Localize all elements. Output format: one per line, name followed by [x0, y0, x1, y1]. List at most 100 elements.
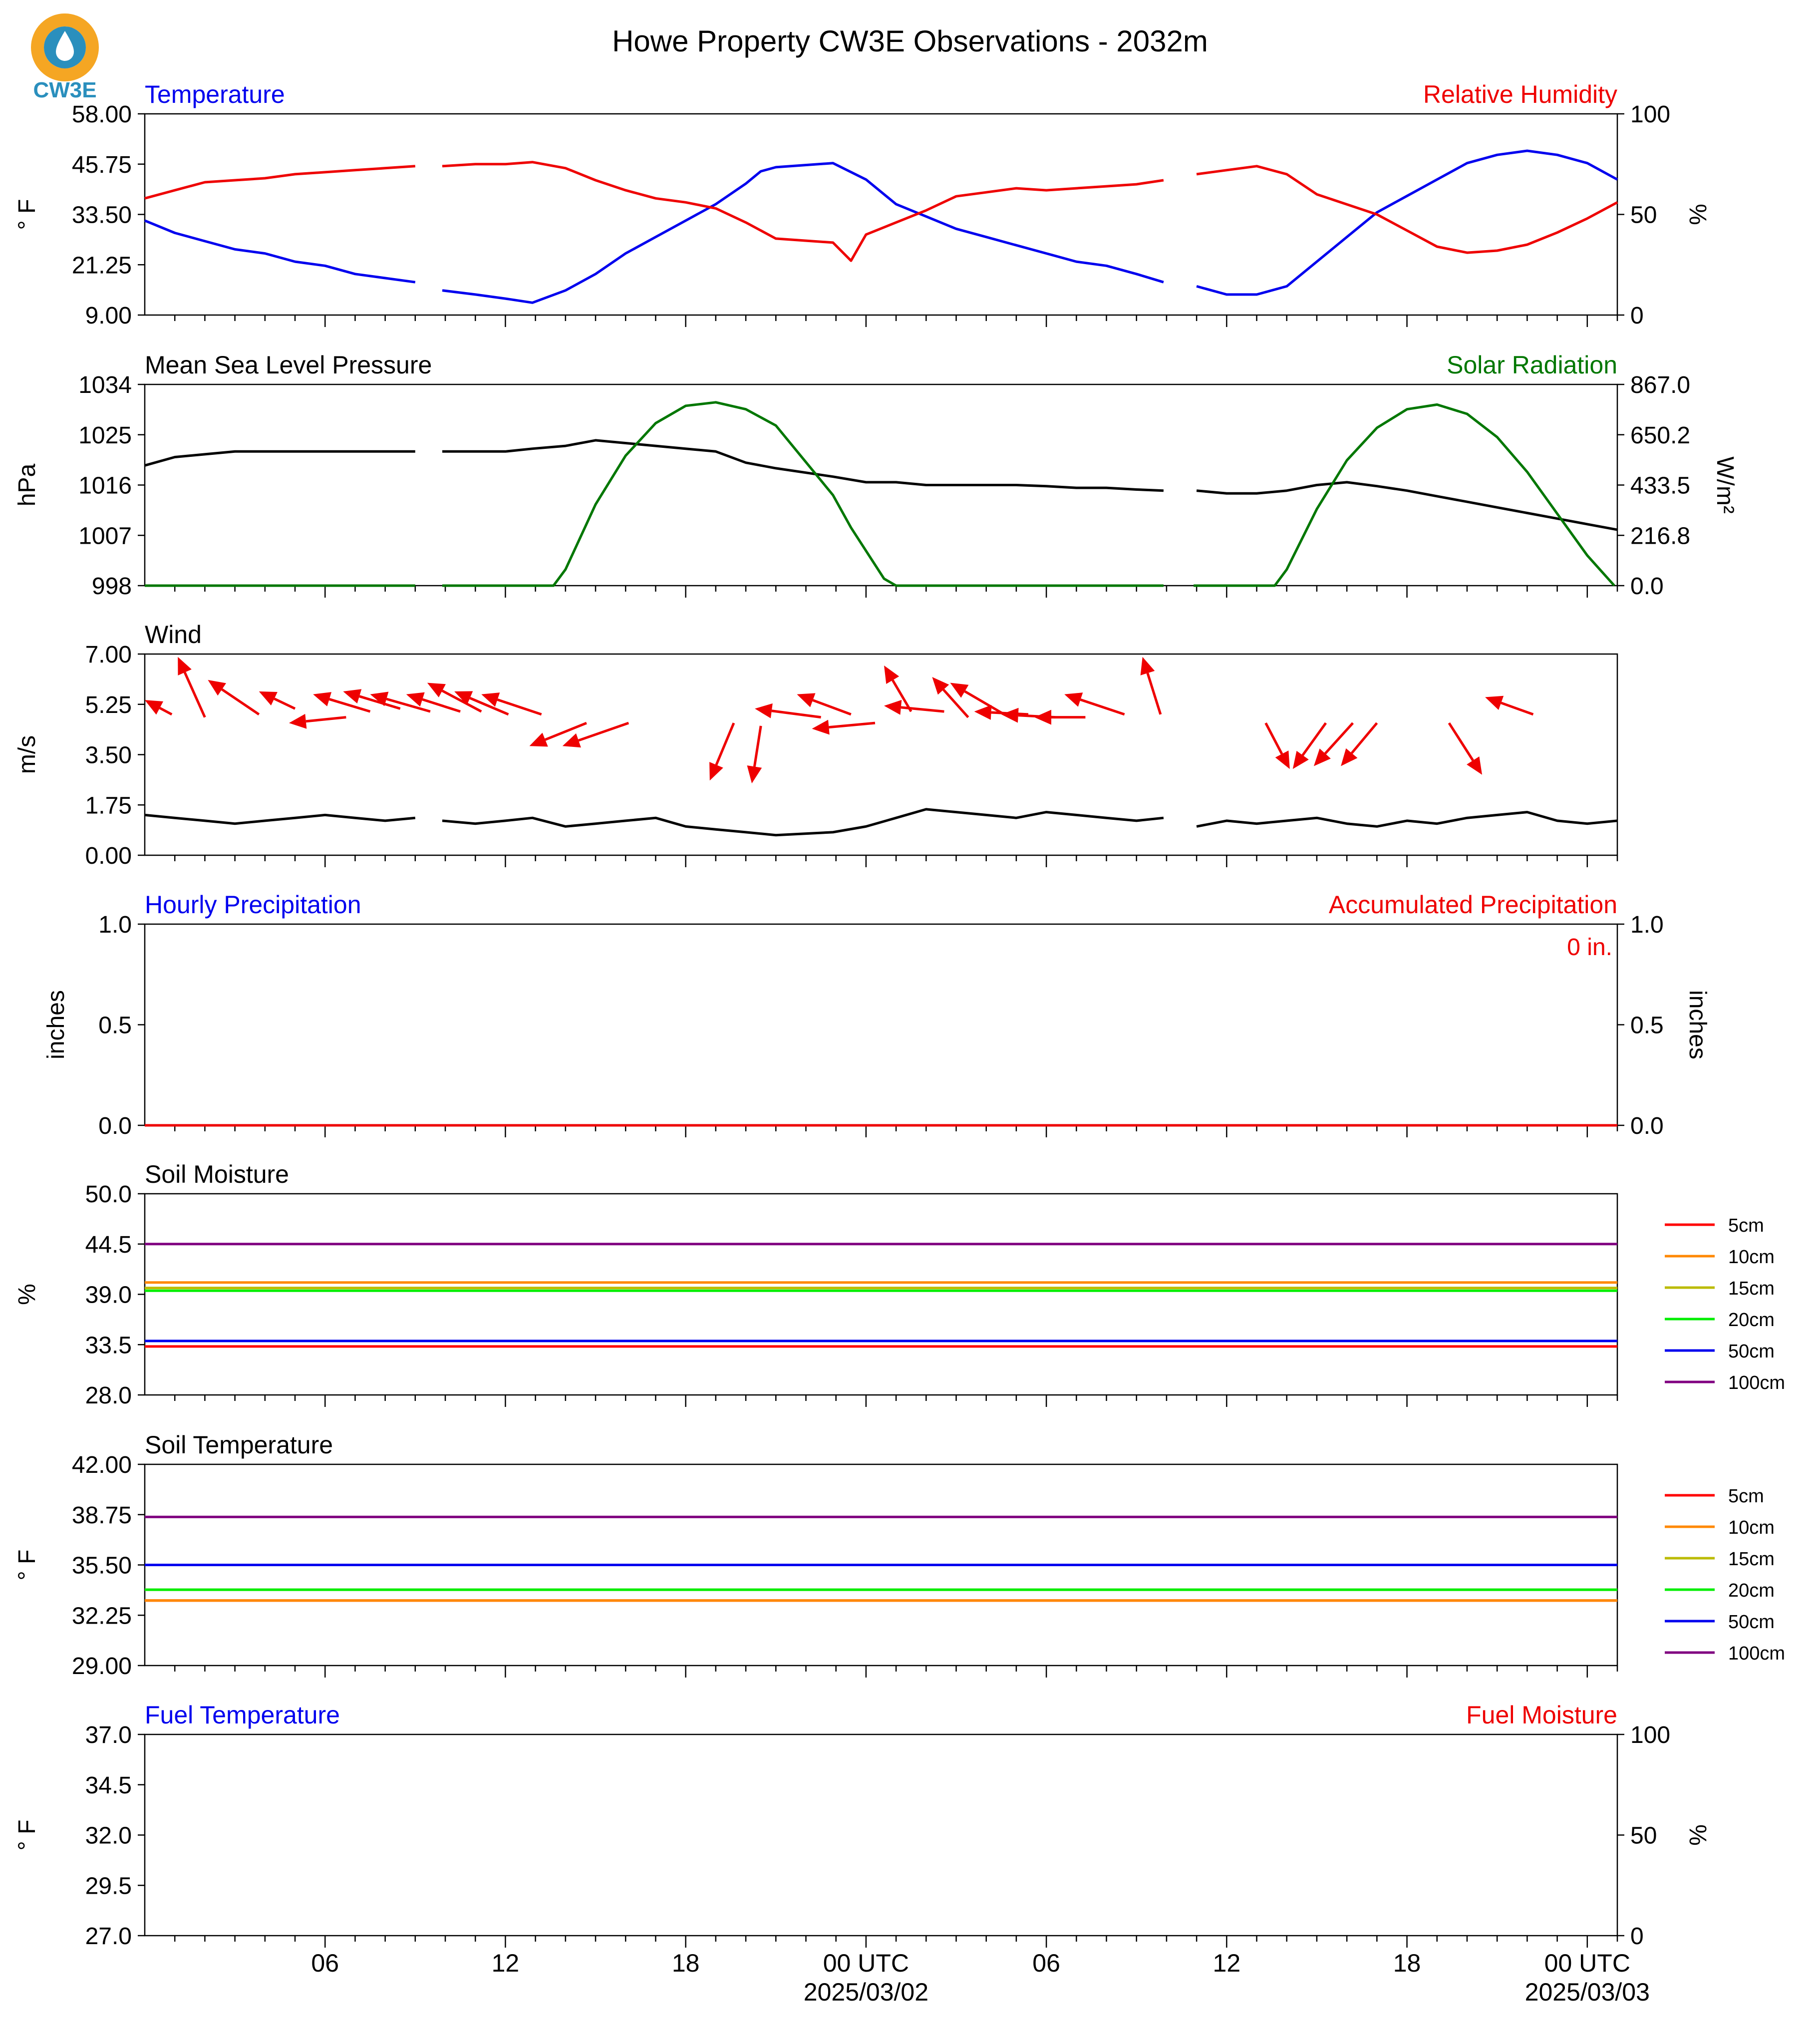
y-axis-label-left: ° F: [14, 199, 40, 230]
wind-arrow-shaft: [497, 698, 542, 716]
wind-arrow-shaft: [1146, 673, 1162, 715]
x-tick-label: 06: [1032, 1949, 1060, 1977]
wind-arrow-shaft: [1324, 722, 1354, 755]
y-tick-label-right: 50: [1630, 202, 1657, 229]
wind-arrow-head: [1140, 657, 1155, 676]
page-title: Howe Property CW3E Observations - 2032m: [612, 24, 1208, 58]
y-tick-label-left: 38.75: [72, 1502, 132, 1529]
y-axis-label-left: %: [14, 1284, 40, 1305]
y-tick-label-left: 50.0: [85, 1181, 132, 1208]
wind-arrow-head: [562, 733, 581, 748]
wind-arrow-head: [1292, 750, 1309, 769]
wind-arrow-shaft: [159, 706, 173, 716]
legend-label: 15cm: [1728, 1278, 1775, 1299]
wind-arrow-shaft: [1264, 722, 1283, 755]
x-tick-label: 18: [672, 1949, 700, 1977]
wind-arrow-head: [812, 719, 830, 735]
y-tick-label-left: 21.25: [72, 252, 132, 279]
y-tick-label-left: 32.0: [85, 1823, 132, 1849]
y-tick-label-right: 100: [1630, 1722, 1670, 1748]
panel-title-right: Accumulated Precipitation: [1329, 891, 1617, 919]
soil-legend: 5cm 10cm 15cm 20cm 50cm 100cm: [1665, 1486, 1785, 1664]
y-tick-label-right: 0.0: [1630, 573, 1664, 600]
y-tick-label-left: 1034: [78, 372, 132, 398]
y-tick-label-left: 1016: [78, 473, 132, 499]
wind-arrow-shaft: [753, 725, 762, 767]
y-tick-label-left: 998: [92, 573, 132, 600]
wind-arrow-head: [313, 692, 332, 706]
x-tick-label: 12: [492, 1949, 520, 1977]
wind-arrow-shaft: [422, 698, 461, 713]
wind-arrow-shaft: [942, 688, 969, 718]
x-tick-label: 18: [1393, 1949, 1421, 1977]
y-axis-label-right: W/m²: [1712, 456, 1738, 514]
wind-arrow-head: [884, 699, 902, 715]
wind-arrow-shaft: [1351, 722, 1378, 754]
y-tick-label-left: 37.0: [85, 1722, 132, 1748]
y-tick-label-right: 867.0: [1630, 372, 1690, 398]
series-line-1: [144, 149, 1618, 304]
y-tick-label-right: 0.0: [1630, 1113, 1664, 1139]
wind-arrow-shaft: [1501, 701, 1534, 716]
wind-arrow-shaft: [892, 679, 912, 712]
y-axis-label-right: %: [1684, 1824, 1711, 1846]
wind-arrow-head: [755, 703, 773, 718]
series-line-2: [144, 161, 1618, 262]
wind-arrow-head: [747, 765, 762, 784]
y-tick-label-right: 216.8: [1630, 523, 1690, 549]
y-tick-label-left: 9.00: [85, 303, 132, 329]
y-tick-label-left: 45.75: [72, 152, 132, 178]
wind-arrow-head: [950, 682, 969, 698]
wind-arrow-shaft: [328, 698, 371, 713]
y-axis-label-left: ° F: [14, 1550, 40, 1581]
y-tick-label-left: 1007: [78, 523, 132, 549]
wind-arrow-head: [454, 691, 473, 705]
wind-arrow-head: [427, 682, 446, 697]
y-tick-label-left: 29.00: [72, 1653, 132, 1680]
wind-arrow-shaft: [441, 689, 482, 713]
panel-6: Soil Temperature 29.00 32.25 35.50 38.75 42.0…: [14, 1431, 1785, 1680]
panel-title-left: Fuel Temperature: [145, 1701, 340, 1729]
wind-arrow-shaft: [545, 721, 587, 741]
panel-title-right: Relative Humidity: [1423, 80, 1617, 108]
wind-arrow-head: [343, 689, 362, 704]
y-axis-label-right: inches: [1684, 990, 1711, 1059]
y-tick-label-right: 100: [1630, 101, 1670, 128]
y-tick-label-left: 3.50: [85, 742, 132, 769]
wind-arrow-shaft: [829, 721, 876, 729]
wind-arrow-head: [178, 657, 192, 676]
wind-arrow-shaft: [274, 697, 296, 710]
y-axis-label-left: hPa: [14, 463, 40, 506]
legend-label: 15cm: [1728, 1549, 1775, 1570]
y-tick-label-right: 433.5: [1630, 473, 1690, 499]
wind-arrow-head: [1275, 750, 1290, 769]
y-axis-label-left: m/s: [14, 735, 40, 774]
wind-arrow-head: [974, 704, 992, 720]
panel-3: Wind 0.00 1.75 3.50 5.25 7.00 m/s: [14, 621, 1618, 869]
y-tick-label-left: 7.00: [85, 642, 132, 668]
y-tick-label-right: 1.0: [1630, 912, 1664, 938]
wind-arrow-shaft: [305, 716, 346, 723]
series-line-1: [144, 808, 1618, 837]
panel-title-left: Soil Moisture: [145, 1160, 289, 1188]
wind-arrow-shaft: [386, 697, 431, 713]
legend-label: 20cm: [1728, 1310, 1775, 1331]
x-tick-label: 06: [311, 1949, 339, 1977]
legend-label: 100cm: [1728, 1372, 1785, 1393]
wind-arrow-shaft: [1301, 722, 1327, 756]
panels: Temperature Relative Humidity 9.00 21.25 33.…: [14, 80, 1785, 1950]
legend-label: 10cm: [1728, 1247, 1775, 1268]
wind-arrow-shaft: [221, 688, 260, 715]
y-tick-label-left: 27.0: [85, 1923, 132, 1950]
wind-arrow-head: [529, 732, 548, 747]
panel-1: Temperature Relative Humidity 9.00 21.25 33.…: [14, 80, 1711, 329]
y-tick-label-right: 0: [1630, 1923, 1644, 1950]
x-date-label: 2025/03/02: [804, 1978, 928, 2006]
y-tick-label-left: 29.5: [85, 1873, 132, 1899]
panel-title-left: Temperature: [145, 80, 285, 108]
panel-title-left: Wind: [145, 621, 202, 649]
series-line-1: [144, 439, 1618, 531]
y-tick-label-left: 33.50: [72, 202, 132, 229]
